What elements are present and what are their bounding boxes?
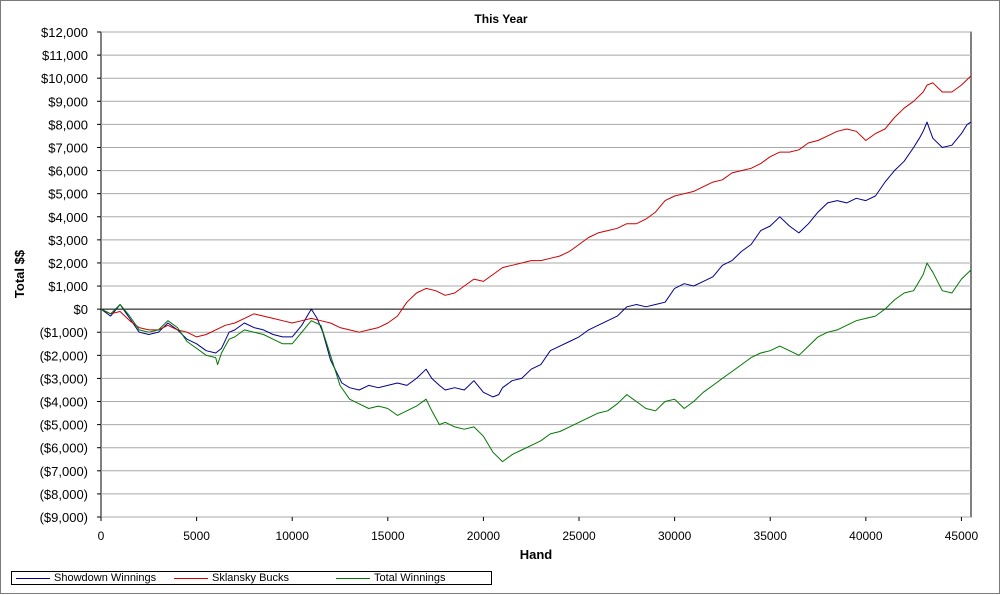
gridlines — [101, 31, 971, 518]
x-tick-label: 35000 — [754, 529, 788, 543]
x-tick-label: 5000 — [183, 529, 210, 543]
x-tick-label: 10000 — [276, 529, 310, 543]
x-tick-label: 20000 — [467, 529, 501, 543]
y-tick-label: ($6,000) — [40, 441, 88, 456]
y-tick-label: $12,000 — [41, 25, 88, 40]
y-tick-label: ($2,000) — [40, 348, 88, 363]
legend-label: Showdown Winnings — [54, 572, 157, 584]
y-tick-label: ($1,000) — [40, 325, 88, 340]
series-line-total-winnings — [100, 262, 972, 463]
x-tick-label: 25000 — [562, 529, 596, 543]
y-tick-label: ($3,000) — [40, 371, 88, 386]
y-tick-label: ($7,000) — [40, 464, 88, 479]
y-tick-label: $4,000 — [48, 210, 88, 225]
legend-label: Total Winnings — [374, 572, 446, 584]
legend-label: Sklansky Bucks — [212, 572, 290, 584]
y-tick-label: $3,000 — [48, 233, 88, 248]
legend-swatch — [174, 578, 208, 579]
y-tick-label: $11,000 — [42, 48, 88, 63]
x-tick-label: 30000 — [658, 529, 692, 543]
x-tick-label: 0 — [98, 529, 105, 543]
y-axis-title: Total $$ — [12, 249, 27, 298]
x-tick-label: 15000 — [371, 529, 405, 543]
x-tick-label: 40000 — [849, 529, 883, 543]
y-tick-label: $5,000 — [48, 187, 88, 202]
y-tick-label: $0 — [74, 302, 88, 317]
legend-swatch — [16, 578, 50, 579]
series-line-showdown-winnings — [100, 121, 972, 398]
y-tick-label: ($4,000) — [40, 395, 88, 410]
y-tick-label: $9,000 — [48, 94, 88, 109]
y-tick-label: $10,000 — [41, 71, 88, 86]
y-tick-label: $7,000 — [48, 140, 88, 155]
y-tick-label: ($9,000) — [40, 510, 88, 525]
series-line-sklansky-bucks — [100, 75, 972, 338]
x-axis-ticks: 0 5000 10000 15000 20000 25000 30000 35000 40000… — [98, 517, 979, 543]
series-lines — [100, 75, 972, 463]
x-tick-label: 45000 — [945, 529, 979, 543]
y-tick-label: $8,000 — [48, 117, 88, 132]
y-tick-label: ($5,000) — [40, 418, 88, 433]
chart-title: This Year — [474, 12, 527, 26]
y-tick-label: ($8,000) — [40, 487, 88, 502]
y-tick-label: $6,000 — [48, 164, 88, 179]
y-axis-ticks: $12,000 $11,000 $10,000 $9,000 $8,000 $7,000 $… — [40, 25, 101, 525]
legend-swatch — [336, 578, 370, 579]
legend: Showdown Winnings Sklansky Bucks Total Win… — [11, 571, 492, 585]
y-tick-label: $2,000 — [48, 256, 88, 271]
plot-area — [100, 31, 972, 518]
x-axis-title: Hand — [520, 547, 553, 562]
y-tick-label: $1,000 — [48, 279, 88, 294]
